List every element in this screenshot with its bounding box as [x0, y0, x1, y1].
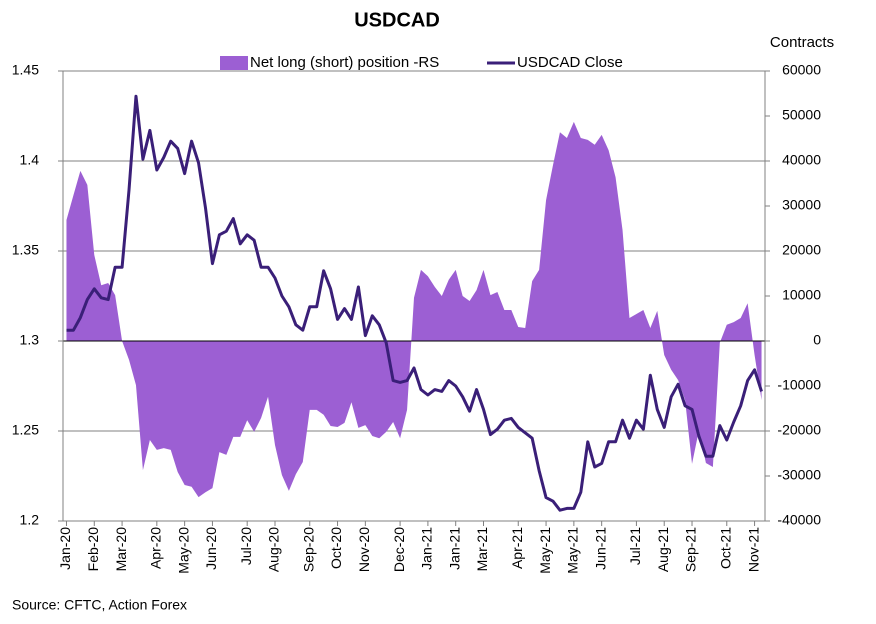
y2-tick-label: 60000 [782, 62, 821, 78]
x-tick-label: Nov-20 [356, 527, 372, 572]
y2-tick-label: 0 [813, 332, 821, 348]
x-tick-label: Jul-20 [238, 527, 254, 565]
legend-swatch [220, 56, 248, 70]
y-tick-label: 1.45 [12, 62, 39, 78]
legend-label: Net long (short) position -RS [250, 54, 439, 71]
x-tick-label: Mar-21 [474, 527, 490, 572]
area [66, 121, 762, 498]
legend-label: USDCAD Close [517, 54, 623, 71]
x-tick-label: Oct-21 [717, 527, 733, 569]
x-tick-label: Jul-21 [627, 527, 643, 565]
x-tick-label: May-20 [175, 527, 191, 574]
y-tick-label: 1.2 [20, 512, 40, 528]
x-tick-label: Jun-20 [203, 527, 219, 570]
x-tick-label: May-21 [537, 527, 553, 574]
y2-tick-label: 50000 [782, 107, 821, 123]
y-tick-label: 1.35 [12, 242, 39, 258]
x-tick-label: Dec-20 [391, 527, 407, 572]
x-tick-label: Oct-20 [328, 527, 344, 569]
x-tick-label: Sep-20 [300, 527, 316, 572]
y2-tick-label: -40000 [777, 512, 821, 528]
x-tick-label: Jan-21 [446, 527, 462, 570]
y-tick-label: 1.4 [20, 152, 40, 168]
x-tick-label: Jan-21 [419, 527, 435, 570]
x-tick-label: Mar-20 [113, 527, 129, 572]
y2-tick-label: -30000 [777, 467, 821, 483]
x-tick-label: Feb-20 [85, 527, 101, 572]
y2-tick-label: 40000 [782, 152, 821, 168]
x-tick-label: Aug-21 [655, 527, 671, 572]
y-tick-label: 1.25 [12, 422, 39, 438]
y2-tick-label: -10000 [777, 377, 821, 393]
source-note: Source: CFTC, Action Forex [12, 597, 187, 613]
y2-tick-label: -20000 [777, 422, 821, 438]
y2-tick-label: 30000 [782, 197, 821, 213]
chart-title: USDCAD [354, 9, 440, 31]
y-tick-label: 1.3 [20, 332, 40, 348]
x-tick-label: Apr-21 [509, 527, 525, 569]
y2-tick-label: 20000 [782, 242, 821, 258]
x-tick-label: Jun-21 [592, 527, 608, 570]
x-tick-label: May-21 [565, 527, 581, 574]
y2-tick-label: 10000 [782, 287, 821, 303]
x-tick-label: Jan-20 [57, 527, 73, 570]
x-tick-label: Aug-20 [266, 527, 282, 572]
x-tick-label: Sep-21 [683, 527, 699, 572]
x-tick-label: Apr-20 [148, 527, 164, 569]
x-tick-label: Nov-21 [745, 527, 761, 572]
y2-axis-title: Contracts [770, 34, 834, 51]
line [66, 94, 763, 512]
